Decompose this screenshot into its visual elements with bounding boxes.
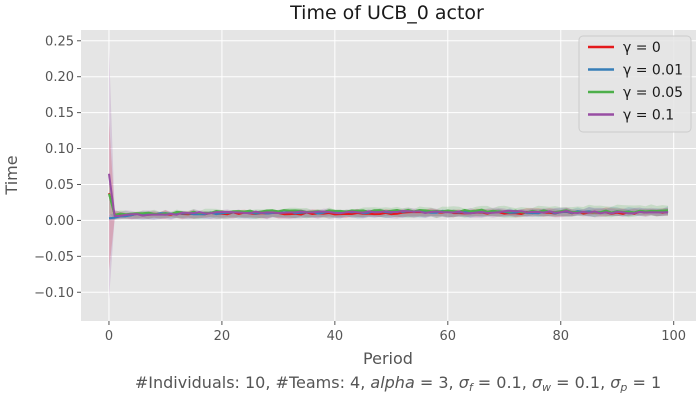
chart-title: Time of UCB_0 actor: [289, 2, 484, 24]
x-tick-label: 0: [105, 329, 113, 344]
series-line-gamma-0.1: [108, 173, 669, 217]
footnote-w-value: = 0.1,: [551, 373, 610, 392]
y-axis-label: Time: [2, 155, 21, 195]
footnote-p-value: = 1: [627, 373, 661, 392]
y-tick-label: −0.05: [34, 250, 74, 265]
y-tick-label: 0.10: [45, 142, 74, 157]
y-tick-label: 0.15: [45, 106, 74, 121]
x-axis-ticks: 0 20 40 60 80 100: [105, 321, 686, 344]
legend-label-gamma-0.05: γ = 0.05: [623, 85, 683, 101]
y-tick-label: 0.05: [45, 178, 74, 193]
legend-box: [578, 35, 692, 133]
footnote-alpha-value: = 3,: [415, 373, 459, 392]
legend: γ = 0 γ = 0.01 γ = 0.05 γ = 0.1: [578, 35, 692, 133]
legend-label-gamma-0.1: γ = 0.1: [623, 108, 674, 124]
footnote-sigma-w: σ: [532, 373, 543, 392]
series-lines: [108, 173, 669, 220]
footnote-sigma-f: σ: [459, 373, 470, 392]
y-tick-label: 0.25: [45, 34, 74, 49]
x-tick-label: 80: [552, 329, 569, 344]
y-tick-label: 0.00: [45, 214, 74, 229]
x-axis-label: Period: [363, 349, 413, 368]
y-tick-label: 0.20: [45, 70, 74, 85]
x-tick-label: 100: [661, 329, 686, 344]
footnote-sub-p: p: [619, 381, 627, 394]
y-axis-ticks: −0.10 −0.05 0.00 0.05 0.10 0.15 0.20 0.25: [34, 34, 81, 301]
footnote-alpha-name: alpha: [370, 373, 414, 392]
parameter-footnote: #Individuals: 10, #Teams: 4, alpha = 3, …: [135, 373, 661, 394]
footnote-sigma-p: σ: [610, 373, 621, 392]
y-tick-label: −0.10: [34, 286, 74, 301]
legend-label-gamma-0.01: γ = 0.01: [623, 63, 683, 79]
footnote-prefix: #Individuals: 10, #Teams: 4,: [135, 373, 371, 392]
legend-label-gamma-0: γ = 0: [623, 40, 661, 56]
grid-lines: [81, 30, 696, 321]
footnote-sub-w: w: [542, 381, 551, 394]
x-tick-label: 20: [214, 329, 231, 344]
footnote-f-value: = 0.1,: [473, 373, 532, 392]
x-tick-label: 40: [327, 329, 344, 344]
x-tick-label: 60: [440, 329, 457, 344]
footnote-sub-f: f: [469, 381, 475, 394]
